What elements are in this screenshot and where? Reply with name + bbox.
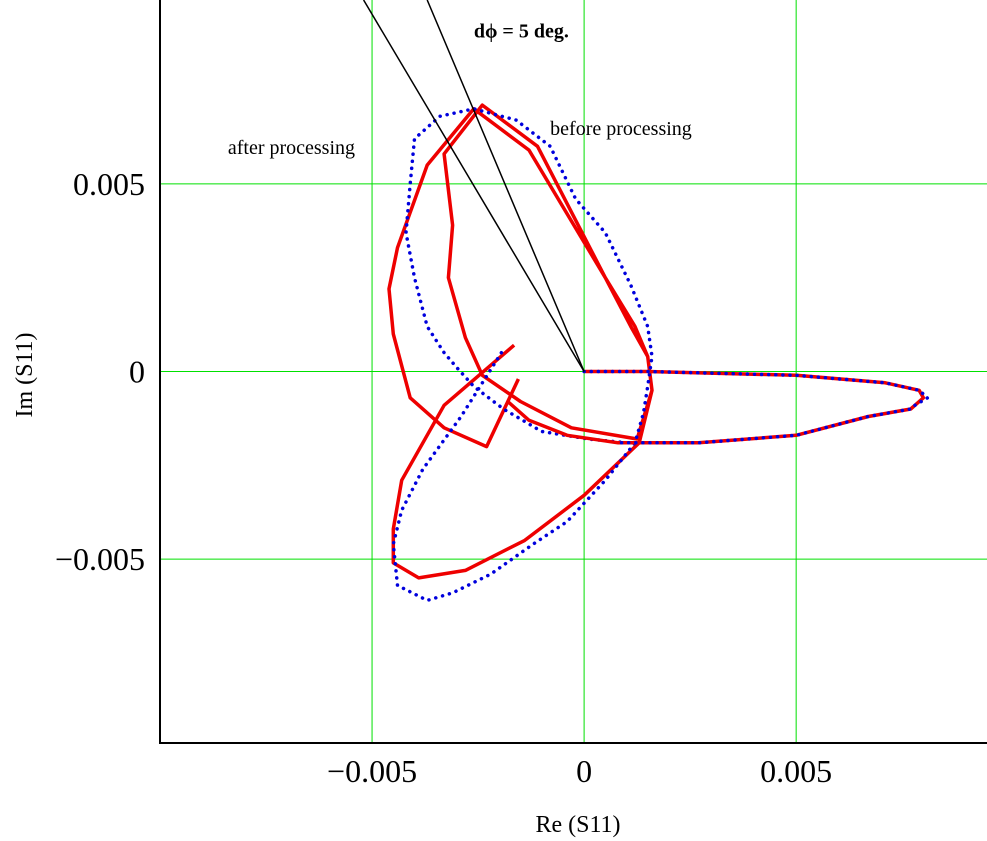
series-line-1 <box>391 107 654 603</box>
annotation-after: after processing <box>228 137 355 159</box>
series-line-3 <box>582 369 930 445</box>
tick-labels: −0.005 0 0.005 −0.005 0 0.005 <box>55 166 832 789</box>
x-tick-label-0: −0.005 <box>327 753 417 789</box>
series-group <box>362 0 930 603</box>
y-tick-label-2: 0.005 <box>73 166 145 202</box>
series-line-0 <box>387 103 654 580</box>
x-axis-title: Re (S11) <box>535 812 620 838</box>
series-line-4 <box>362 0 585 372</box>
y-tick-label-1: 0 <box>129 354 145 390</box>
y-axis-title: Im (S11) <box>12 332 38 417</box>
annotations: dϕ = 5 deg. before processing after proces… <box>228 21 692 159</box>
annotation-dphi: dϕ = 5 deg. <box>474 21 569 43</box>
annotation-before: before processing <box>550 118 692 140</box>
series-line-5 <box>426 0 585 372</box>
grid <box>160 0 987 743</box>
x-tick-label-1: 0 <box>576 753 592 789</box>
x-tick-label-2: 0.005 <box>760 753 832 789</box>
y-tick-label-0: −0.005 <box>55 541 145 577</box>
